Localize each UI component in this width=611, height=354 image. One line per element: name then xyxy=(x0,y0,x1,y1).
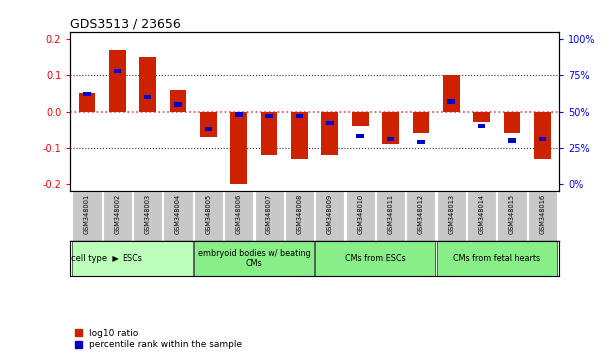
Bar xyxy=(296,114,303,118)
Bar xyxy=(205,127,212,131)
Bar xyxy=(382,112,399,144)
Text: GSM348001: GSM348001 xyxy=(84,194,90,234)
Bar xyxy=(230,112,247,184)
Bar xyxy=(144,95,152,99)
Bar xyxy=(437,241,557,276)
Bar xyxy=(528,192,557,241)
Text: GSM348006: GSM348006 xyxy=(236,194,242,234)
Bar xyxy=(467,192,496,241)
Text: ESCs: ESCs xyxy=(123,254,142,263)
Bar xyxy=(417,140,425,144)
Bar xyxy=(170,90,186,112)
Text: GSM348015: GSM348015 xyxy=(509,194,515,234)
Text: GSM348003: GSM348003 xyxy=(145,194,151,234)
Bar xyxy=(497,192,527,241)
Bar xyxy=(474,112,490,122)
Bar xyxy=(478,124,486,128)
Bar xyxy=(352,112,368,126)
Bar xyxy=(321,112,338,155)
Bar xyxy=(103,192,132,241)
Bar xyxy=(139,57,156,112)
Bar xyxy=(79,93,95,112)
Text: cell type  ▶: cell type ▶ xyxy=(70,254,119,263)
Bar xyxy=(443,75,459,112)
Bar xyxy=(508,138,516,143)
Bar xyxy=(447,99,455,104)
Bar xyxy=(200,112,217,137)
Bar xyxy=(291,112,308,159)
Text: CMs from ESCs: CMs from ESCs xyxy=(345,254,406,263)
Bar xyxy=(224,192,254,241)
Bar xyxy=(315,192,345,241)
Bar xyxy=(72,192,101,241)
Text: GSM348005: GSM348005 xyxy=(205,194,211,234)
Bar xyxy=(133,192,163,241)
Bar xyxy=(387,137,394,141)
Bar xyxy=(261,112,277,155)
Bar xyxy=(194,192,223,241)
Text: GSM348010: GSM348010 xyxy=(357,194,363,234)
Text: CMs from fetal hearts: CMs from fetal hearts xyxy=(453,254,540,263)
Bar xyxy=(285,192,314,241)
Bar xyxy=(503,112,521,133)
Text: GSM348002: GSM348002 xyxy=(114,194,120,234)
Bar xyxy=(235,112,243,117)
Bar xyxy=(412,112,430,133)
Bar xyxy=(114,69,121,73)
Bar xyxy=(109,50,126,112)
Bar xyxy=(356,134,364,138)
Legend: log10 ratio, percentile rank within the sample: log10 ratio, percentile rank within the … xyxy=(75,329,243,349)
Bar xyxy=(346,192,375,241)
Text: GDS3513 / 23656: GDS3513 / 23656 xyxy=(70,18,181,31)
Text: embryoid bodies w/ beating
CMs: embryoid bodies w/ beating CMs xyxy=(197,249,310,268)
Text: GSM348016: GSM348016 xyxy=(540,194,546,234)
Bar xyxy=(534,112,551,159)
Text: GSM348011: GSM348011 xyxy=(387,194,393,234)
Text: GSM348008: GSM348008 xyxy=(296,194,302,234)
Bar xyxy=(83,92,91,96)
Bar xyxy=(437,192,466,241)
Bar xyxy=(406,192,436,241)
Bar xyxy=(376,192,405,241)
Text: GSM348014: GSM348014 xyxy=(478,194,485,234)
Text: GSM348009: GSM348009 xyxy=(327,194,333,234)
Bar xyxy=(255,192,284,241)
Text: GSM348007: GSM348007 xyxy=(266,194,272,234)
Bar xyxy=(194,241,314,276)
Bar xyxy=(265,114,273,118)
Bar xyxy=(538,137,546,141)
Bar xyxy=(315,241,436,276)
Bar xyxy=(326,121,334,125)
Text: GSM348012: GSM348012 xyxy=(418,194,424,234)
Bar xyxy=(174,102,182,107)
Text: GSM348004: GSM348004 xyxy=(175,194,181,234)
Bar xyxy=(164,192,192,241)
Bar xyxy=(72,241,192,276)
Text: GSM348013: GSM348013 xyxy=(448,194,455,234)
